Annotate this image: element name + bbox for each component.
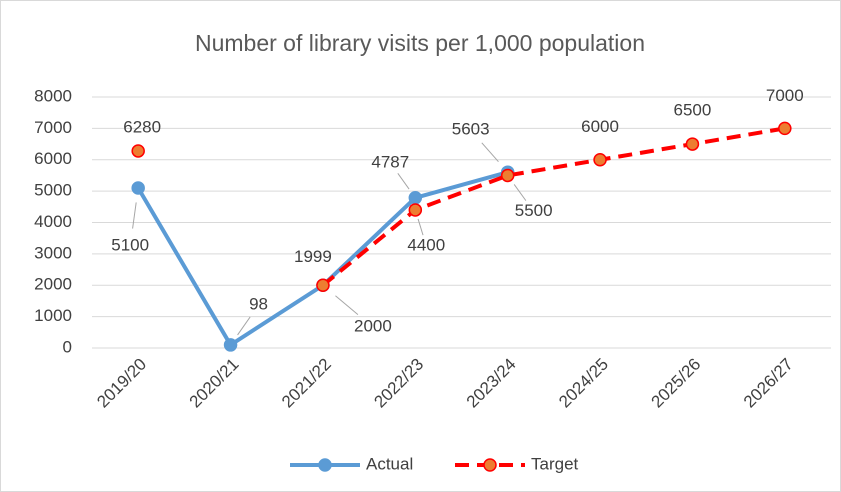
leader-line [397,173,410,190]
legend-label: Actual [366,454,413,473]
data-point [408,203,423,217]
y-tick-label: 6000 [34,149,72,168]
data-point [685,137,700,151]
data-label: 6500 [674,101,712,120]
data-point [408,191,423,205]
data-label: 4787 [371,152,409,171]
leader-line [132,202,137,229]
y-tick-label: 8000 [34,86,72,105]
y-tick-label: 5000 [34,181,72,200]
y-tick-label: 2000 [34,275,72,294]
data-label: 1999 [294,247,332,266]
data-point [131,181,145,195]
leader-line [237,316,251,336]
y-tick-label: 3000 [34,243,72,262]
data-label: 4400 [407,235,445,254]
data-label: 6280 [123,117,161,136]
data-point [223,338,238,352]
data-label: 6000 [581,117,619,136]
legend-label: Target [531,454,579,473]
leader-line [417,218,424,236]
legend-marker [483,458,497,472]
data-point [131,144,145,158]
data-point [316,278,330,292]
data-label: 5500 [515,201,553,220]
data-point [593,153,607,167]
series-line [321,126,786,287]
leader-line [513,184,527,201]
data-label: 5100 [111,235,149,254]
y-tick-label: 4000 [34,212,72,231]
leader-line [481,142,499,163]
legend-marker [318,458,332,472]
data-label: 7000 [766,86,804,105]
data-label: 98 [249,294,268,313]
chart-title: Number of library visits per 1,000 popul… [195,30,645,56]
data-label: 2000 [354,317,392,336]
data-label: 5603 [452,120,490,139]
y-tick-label: 1000 [34,306,72,325]
data-point [500,168,515,183]
y-tick-label: 0 [63,337,72,356]
leader-line [335,295,359,316]
data-point [778,121,792,136]
y-tick-label: 7000 [34,118,72,137]
